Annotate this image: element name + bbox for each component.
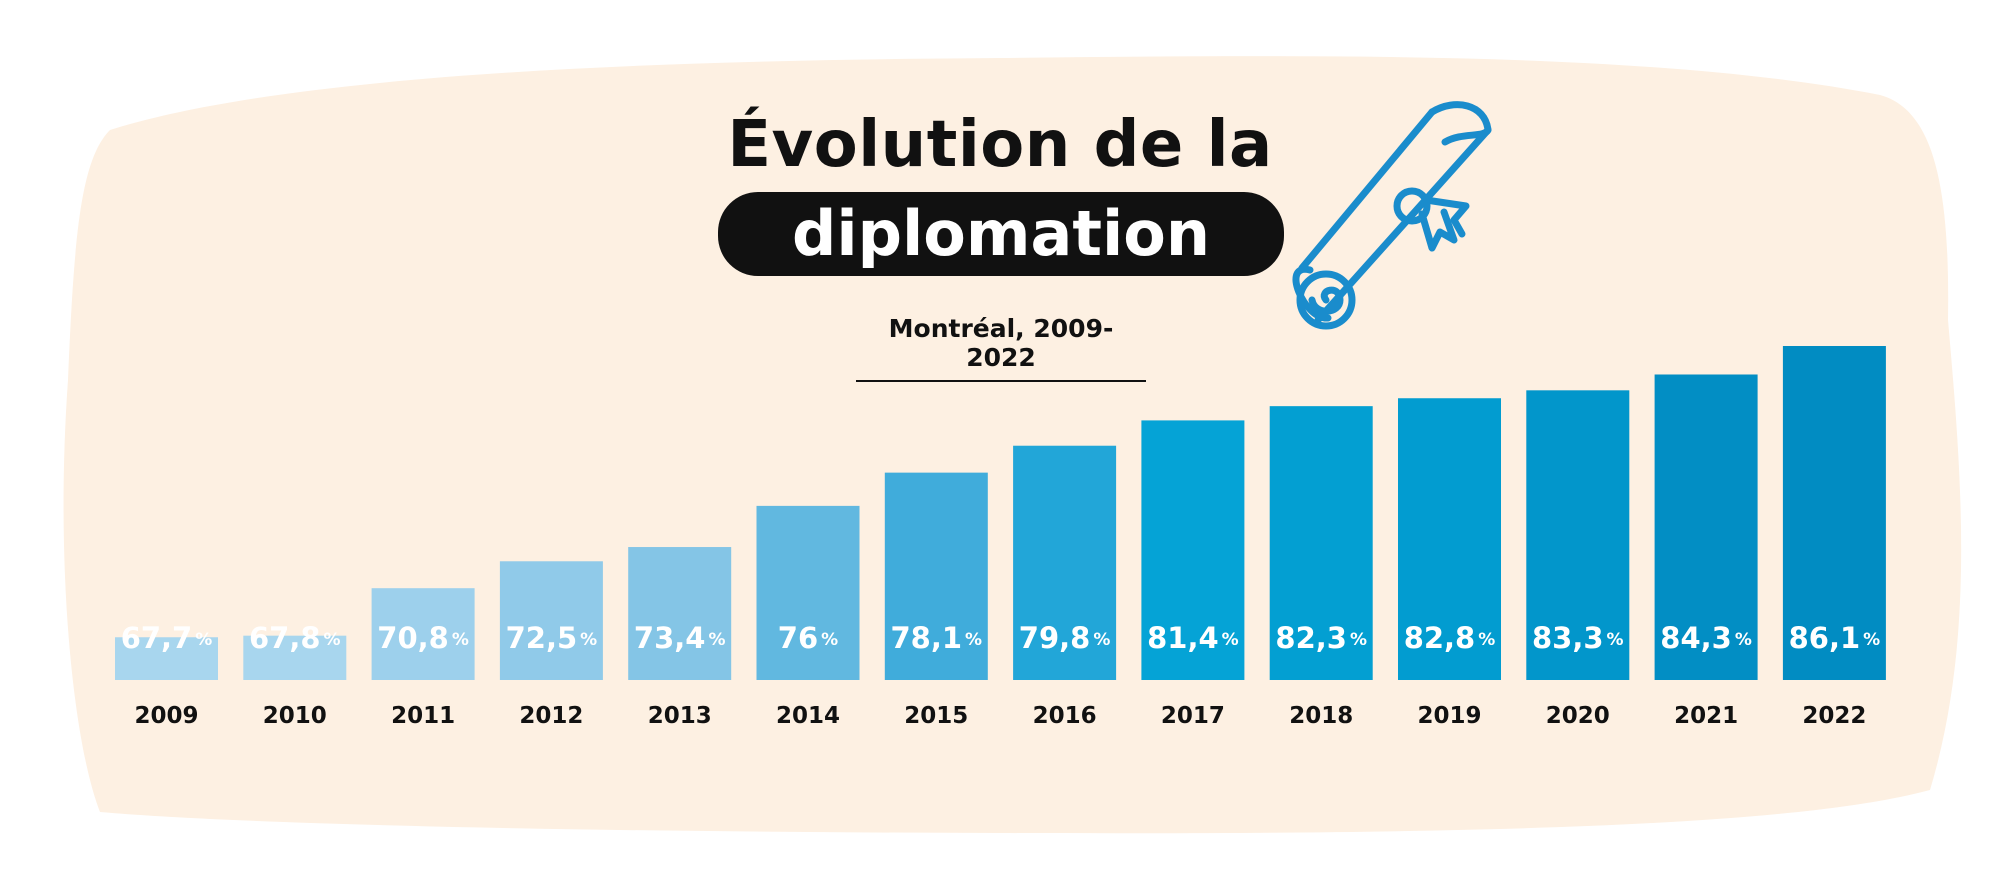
title-line-1: Évolution de la: [727, 108, 1273, 182]
bar-value-label: 70,8%: [377, 621, 469, 655]
bar-2013: [628, 547, 732, 680]
bar-value-label: 83,3%: [1532, 621, 1624, 655]
title-highlight-pill: [718, 192, 1284, 276]
bar-value-label: 72,5%: [506, 621, 598, 655]
x-tick-label: 2022: [1802, 703, 1866, 729]
x-tick-label: 2010: [263, 703, 327, 729]
x-tick-label: 2012: [519, 703, 583, 729]
bar-value-label: 76%: [778, 621, 838, 655]
bar-value-label: 78,1%: [890, 621, 982, 655]
bar-value-label: 84,3%: [1660, 621, 1752, 655]
x-tick-label: 2019: [1417, 703, 1481, 729]
bar-value-label: 67,8%: [249, 621, 341, 655]
x-tick-label: 2009: [134, 703, 198, 729]
bar-value-label: 73,4%: [634, 621, 726, 655]
bar-2020: [1526, 390, 1630, 680]
x-tick-label: 2017: [1161, 703, 1225, 729]
x-tick-label: 2014: [776, 703, 840, 729]
bar-2010: [243, 635, 347, 680]
x-tick-label: 2011: [391, 703, 455, 729]
bar-2009: [115, 637, 218, 680]
bar-2011: [371, 588, 475, 680]
bar-2017: [1141, 420, 1245, 680]
bar-2018: [1269, 406, 1373, 680]
bar-value-label: 82,8%: [1404, 621, 1496, 655]
x-tick-label: 2016: [1033, 703, 1097, 729]
title-line-2: diplomation: [792, 197, 1210, 270]
bar-value-label: 67,7%: [121, 621, 213, 655]
x-tick-label: 2015: [904, 703, 968, 729]
bar-2021: [1654, 374, 1758, 680]
bar-value-label: 81,4%: [1147, 621, 1239, 655]
bar-2022: [1782, 346, 1886, 680]
x-tick-label: 2018: [1289, 703, 1353, 729]
x-tick-label: 2021: [1674, 703, 1738, 729]
bar-2019: [1398, 398, 1501, 680]
bar-value-label: 79,8%: [1019, 621, 1111, 655]
bar-2014: [756, 505, 860, 680]
x-tick-label: 2013: [648, 703, 712, 729]
bar-2016: [1013, 445, 1117, 680]
x-tick-label: 2020: [1546, 703, 1610, 729]
bar-value-label: 82,3%: [1275, 621, 1367, 655]
bar-2012: [499, 561, 603, 680]
bar-value-label: 86,1%: [1789, 621, 1881, 655]
bar-2015: [884, 472, 988, 680]
chart-subtitle: Montréal, 2009-2022: [856, 314, 1146, 382]
